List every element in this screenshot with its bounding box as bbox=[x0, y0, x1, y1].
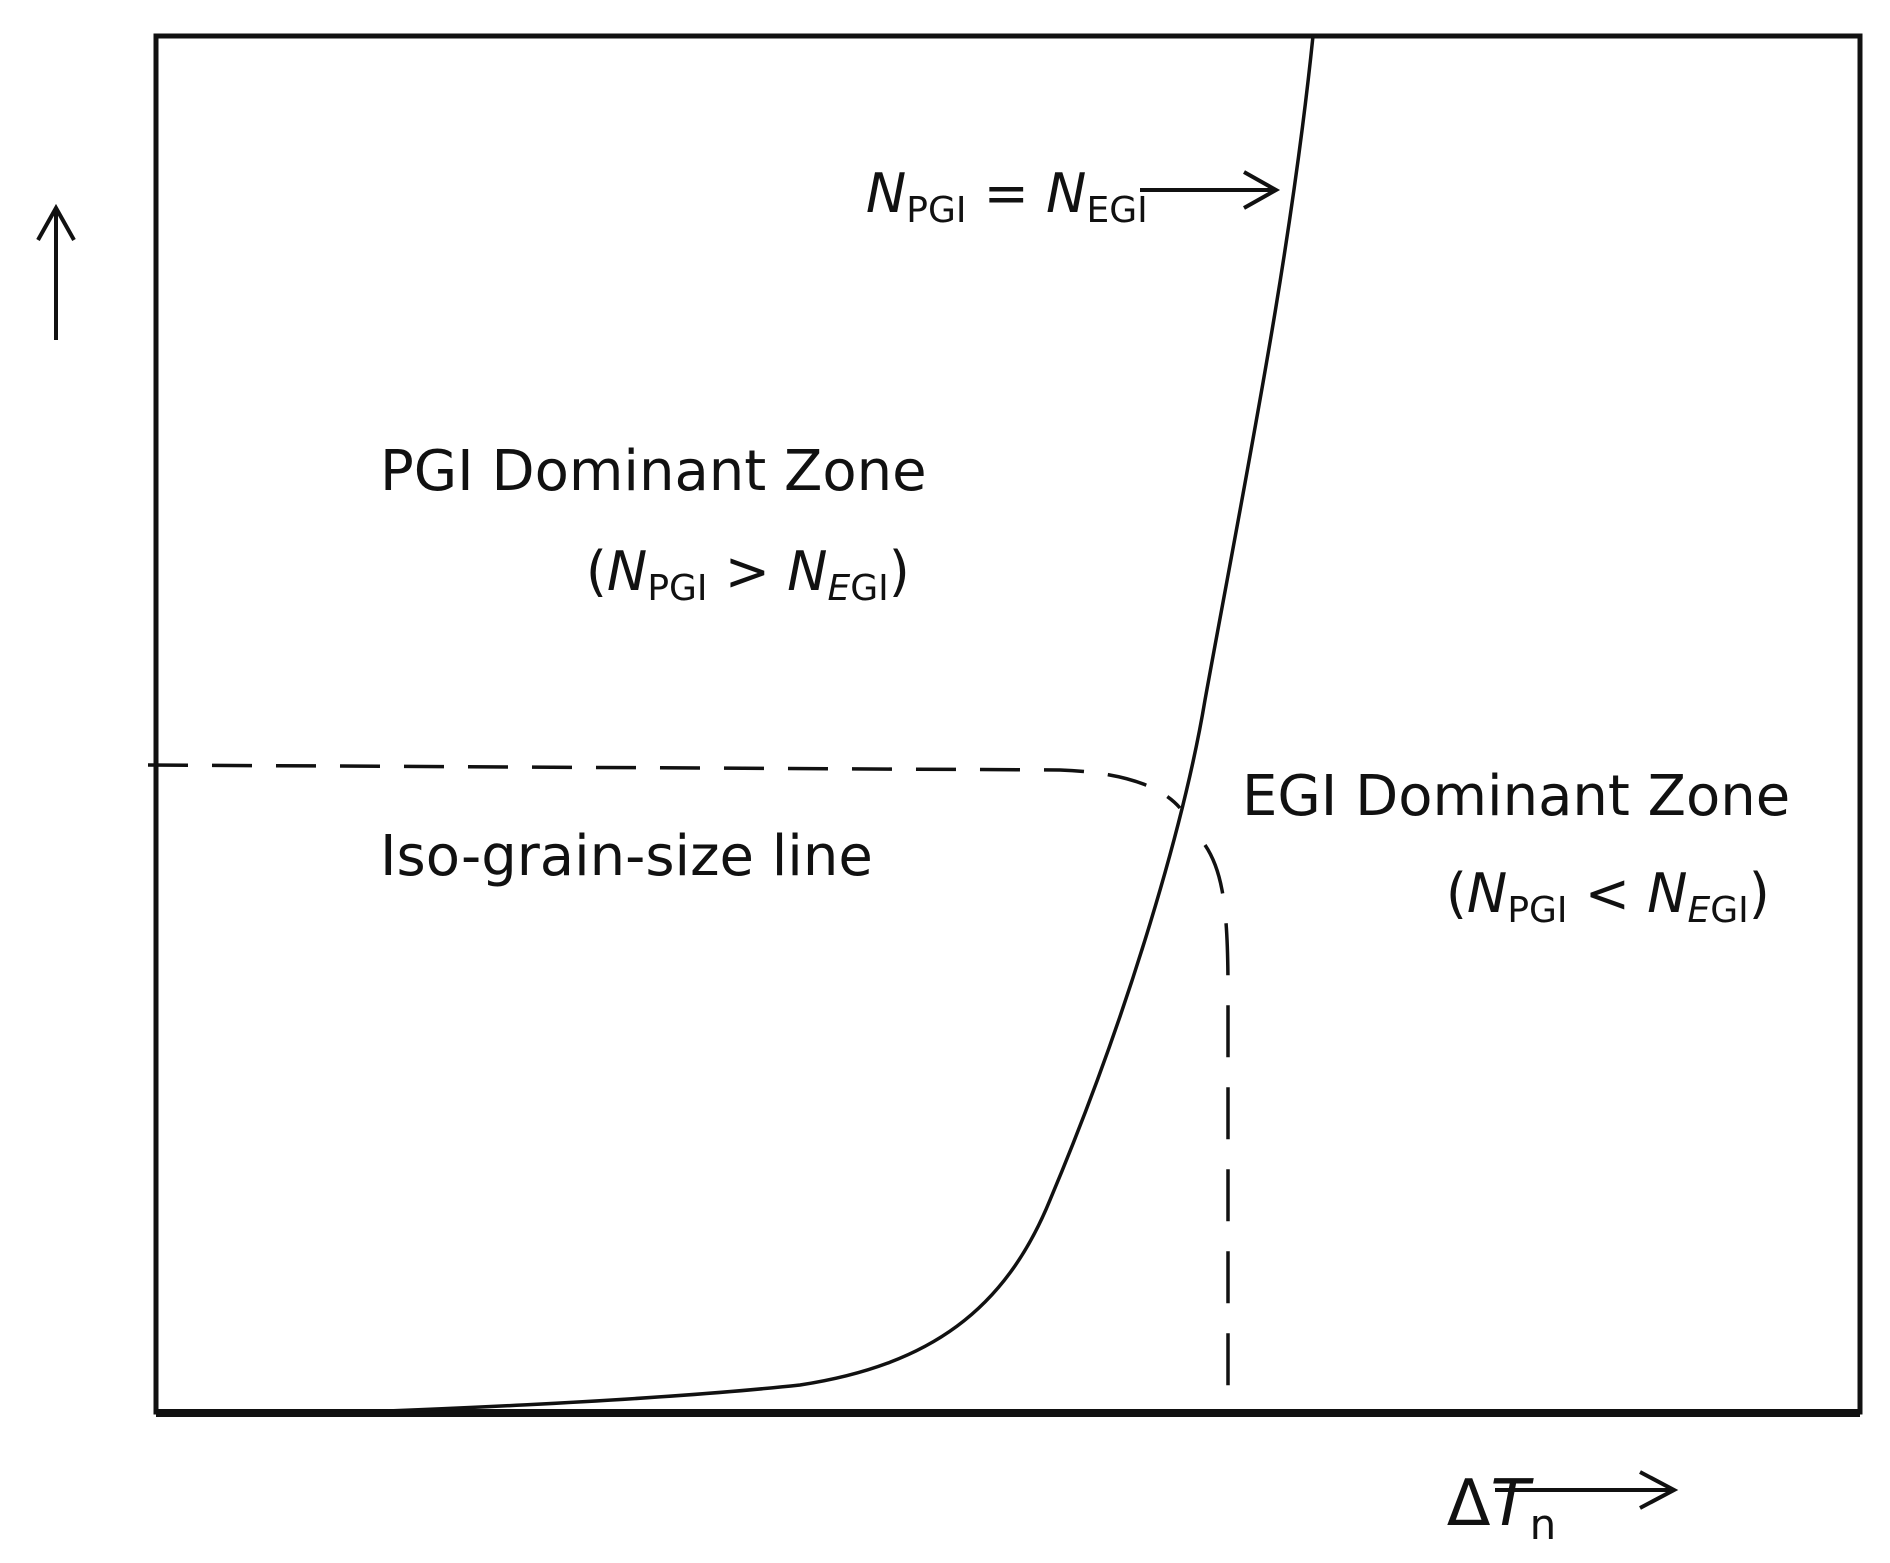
iso-grain-size-line-vertical bbox=[1203, 844, 1230, 1400]
boundary-label: NPGI = NEGI bbox=[780, 162, 1199, 235]
iso-grain-size-line bbox=[147, 763, 1182, 810]
x-axis-label: ΔTn bbox=[1345, 1467, 1617, 1555]
arrow-right-icon bbox=[1495, 1470, 1679, 1510]
pgi-zone-title: PGI Dominant Zone bbox=[380, 439, 927, 504]
egi-zone-condition: (NPGI < NEGI) bbox=[1360, 862, 1821, 931]
pgi-zone-condition: (NPGI > NEGI) bbox=[500, 540, 961, 609]
iso-grain-size-label: Iso-grain-size line bbox=[380, 824, 873, 889]
egi-zone-title: EGI Dominant Zone bbox=[1242, 764, 1790, 829]
boundary-pointer-arrow-icon bbox=[1140, 170, 1281, 210]
arrow-up-icon bbox=[36, 203, 76, 340]
plot-frame bbox=[153, 33, 1863, 1415]
boundary-curve bbox=[311, 36, 1315, 1412]
